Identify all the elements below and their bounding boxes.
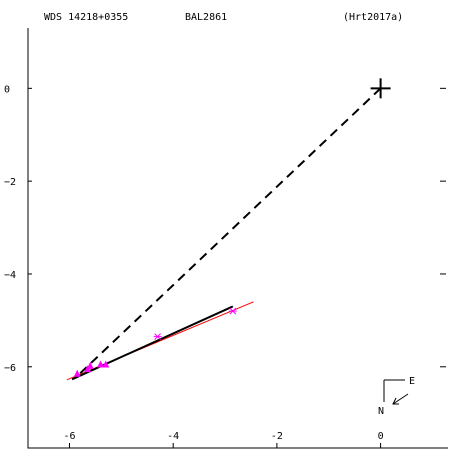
reference-label: (Hrt2017a) [343, 12, 403, 23]
observation-point [228, 307, 237, 315]
axis-ticks: -6 -4 -2 0 0 −2 −4 −6 [4, 84, 446, 448]
compass-north-label: N [378, 406, 384, 417]
primary-star-marker [370, 78, 391, 99]
compass-east-label: E [409, 376, 415, 387]
data-series [66, 78, 391, 381]
observation-point [86, 361, 94, 369]
discoverer-label: BAL2861 [185, 12, 227, 23]
wds-id-label: WDS 14218+0355 [44, 12, 128, 23]
observation-point [73, 369, 81, 377]
observation-point [97, 360, 105, 368]
x-tick-label: -2 [271, 431, 283, 442]
y-tick-label: −6 [4, 363, 16, 374]
dashed-line [76, 87, 382, 377]
y-tick-label: −4 [4, 270, 16, 281]
y-tick-label: −2 [4, 177, 16, 188]
x-tick-label: -4 [167, 431, 179, 442]
compass: E N [378, 376, 415, 417]
motion-arrow-shaft [392, 393, 409, 405]
plot-frame [27, 28, 448, 449]
observation-point [153, 333, 162, 340]
x-tick-label: 0 [378, 431, 384, 442]
observation-point [102, 360, 110, 368]
motion-arrow-head [392, 397, 399, 405]
x-tick-label: -6 [63, 431, 75, 442]
y-tick-label: 0 [4, 84, 10, 95]
